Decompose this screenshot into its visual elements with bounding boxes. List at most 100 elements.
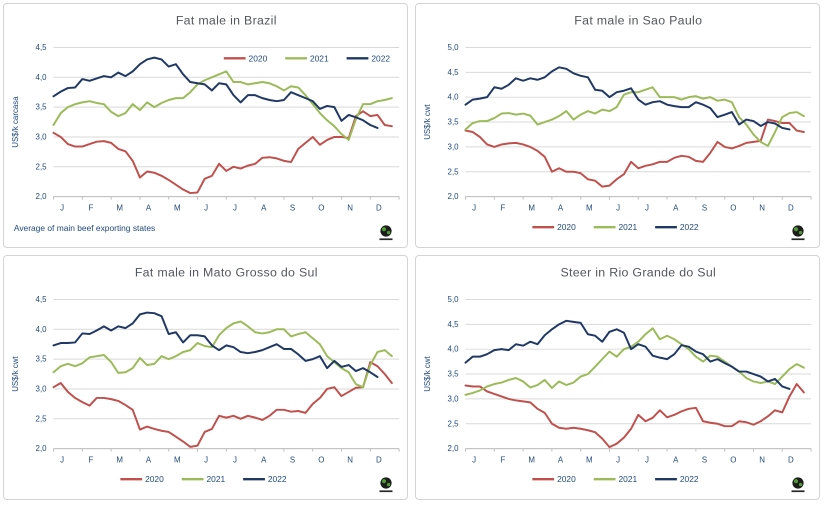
x-month-label: M xyxy=(174,455,181,464)
x-month-label: D xyxy=(376,203,382,212)
chart-title: Fat male in Brazil xyxy=(176,14,277,28)
x-month-label: J xyxy=(645,203,649,212)
chart-panel-brazil: 2,0 2,5 3,0 3,5 4,0 4,5 J F M A M J J A S O N D Fat male i… xyxy=(3,3,408,248)
legend-label: 2020 xyxy=(249,53,268,63)
y-tick-label: 3,0 xyxy=(448,142,460,151)
x-month-label: J xyxy=(616,203,620,212)
x-month-label: M xyxy=(116,455,123,464)
y-axis-label: US$/k cwt xyxy=(423,103,432,139)
x-month-label: J xyxy=(472,203,476,212)
series-line-2021 xyxy=(52,320,393,389)
x-month-label: A xyxy=(146,455,152,464)
x-month-label: J xyxy=(204,203,208,212)
x-month-label: F xyxy=(501,203,506,212)
x-month-label: J xyxy=(645,455,649,464)
x-month-label: J xyxy=(60,203,64,212)
x-month-label: A xyxy=(673,455,679,464)
series-line-2020 xyxy=(464,118,805,188)
x-month-label: O xyxy=(730,455,736,464)
line-chart-rio-grande: 2,0 2,5 3,0 3,5 4,0 4,5 5,0 J F M A M J J A S O N D Steer i… xyxy=(423,266,812,484)
x-month-label: M xyxy=(528,455,535,464)
x-month-label: F xyxy=(501,455,506,464)
y-tick-label: 2,0 xyxy=(36,192,48,201)
legend-label: 2022 xyxy=(680,222,699,232)
x-month-label: O xyxy=(318,203,324,212)
x-month-label: S xyxy=(290,455,295,464)
x-month-label: N xyxy=(759,203,765,212)
publisher-logo-icon xyxy=(377,225,395,241)
y-axis-label: US$/k carcasa xyxy=(11,96,20,148)
chart-title: Steer in Rio Grande do Sul xyxy=(560,266,716,280)
legend-label: 2020 xyxy=(557,222,576,232)
publisher-logo-icon xyxy=(789,477,807,493)
x-month-label: J xyxy=(204,455,208,464)
x-month-label: D xyxy=(788,203,794,212)
series-line-2020 xyxy=(52,110,393,195)
legend-label: 2020 xyxy=(557,474,576,484)
x-month-label: M xyxy=(528,203,535,212)
x-month-label: S xyxy=(290,203,295,212)
y-tick-label: 3,0 xyxy=(36,385,48,394)
x-month-label: J xyxy=(233,203,237,212)
x-month-label: M xyxy=(116,203,123,212)
legend-label: 2021 xyxy=(618,474,637,484)
y-tick-label: 4,5 xyxy=(36,43,48,52)
legend-label: 2021 xyxy=(206,474,225,484)
x-month-label: S xyxy=(702,455,707,464)
y-tick-label: 4,5 xyxy=(36,295,48,304)
y-tick-label: 5,0 xyxy=(448,295,460,304)
y-tick-label: 2,0 xyxy=(448,192,460,201)
series-line-2022 xyxy=(464,66,791,131)
legend-label: 2021 xyxy=(310,53,329,63)
x-month-label: A xyxy=(558,203,564,212)
y-tick-label: 2,5 xyxy=(448,167,460,176)
y-tick-label: 4,0 xyxy=(36,73,48,82)
y-tick-label: 3,5 xyxy=(448,370,460,379)
x-month-label: M xyxy=(586,203,593,212)
y-tick-label: 4,0 xyxy=(448,93,460,102)
chart-panel-sao-paulo: 2,0 2,5 3,0 3,5 4,0 4,5 5,0 J F M A M J J A S O N D Fat mal… xyxy=(415,3,820,248)
y-tick-label: 3,5 xyxy=(36,103,48,112)
line-chart-sao-paulo: 2,0 2,5 3,0 3,5 4,0 4,5 5,0 J F M A M J J A S O N D Fat mal… xyxy=(423,14,812,232)
legend-label: 2022 xyxy=(268,474,287,484)
line-chart-mato-grosso: 2,0 2,5 3,0 3,5 4,0 4,5 J F M A M J J A S O N D Fat male i… xyxy=(11,266,400,484)
x-month-label: M xyxy=(174,203,181,212)
line-chart-brazil: 2,0 2,5 3,0 3,5 4,0 4,5 J F M A M J J A S O N D Fat male i… xyxy=(11,14,400,233)
x-month-label: F xyxy=(89,455,94,464)
x-month-label: O xyxy=(730,203,736,212)
y-tick-label: 2,5 xyxy=(36,162,48,171)
x-month-label: N xyxy=(347,455,353,464)
series-line-2021 xyxy=(464,86,805,147)
legend-label: 2020 xyxy=(145,474,164,484)
series-line-2022 xyxy=(52,311,379,378)
x-month-label: A xyxy=(146,203,152,212)
series-line-2020 xyxy=(52,361,393,448)
series-line-2021 xyxy=(464,327,805,396)
y-tick-label: 4,0 xyxy=(448,345,460,354)
x-month-label: A xyxy=(673,203,679,212)
x-month-label: J xyxy=(472,455,476,464)
chart-title: Fat male in Sao Paulo xyxy=(574,14,702,28)
x-month-label: A xyxy=(261,455,267,464)
legend-label: 2021 xyxy=(618,222,637,232)
series-line-2022 xyxy=(464,319,791,390)
logo-globe xyxy=(380,225,392,237)
y-tick-label: 2,5 xyxy=(448,419,460,428)
series-line-2022 xyxy=(52,56,379,129)
y-tick-label: 2,5 xyxy=(36,414,48,423)
x-month-label: A xyxy=(558,455,564,464)
series-line-2020 xyxy=(464,383,805,449)
y-axis-label: US$/k cwt xyxy=(423,355,432,391)
x-month-label: O xyxy=(318,455,324,464)
x-month-label: D xyxy=(376,455,382,464)
y-tick-label: 3,0 xyxy=(36,133,48,142)
y-tick-label: 3,0 xyxy=(448,394,460,403)
chart-panel-rio-grande: 2,0 2,5 3,0 3,5 4,0 4,5 5,0 J F M A M J J A S O N D Steer i… xyxy=(415,255,820,500)
y-tick-label: 4,5 xyxy=(448,320,460,329)
legend-label: 2022 xyxy=(371,53,390,63)
publisher-logo-icon xyxy=(377,477,395,493)
chart-panel-mato-grosso: 2,0 2,5 3,0 3,5 4,0 4,5 J F M A M J J A S O N D Fat male i… xyxy=(3,255,408,500)
x-month-label: J xyxy=(60,455,64,464)
series-line-2021 xyxy=(52,70,393,141)
